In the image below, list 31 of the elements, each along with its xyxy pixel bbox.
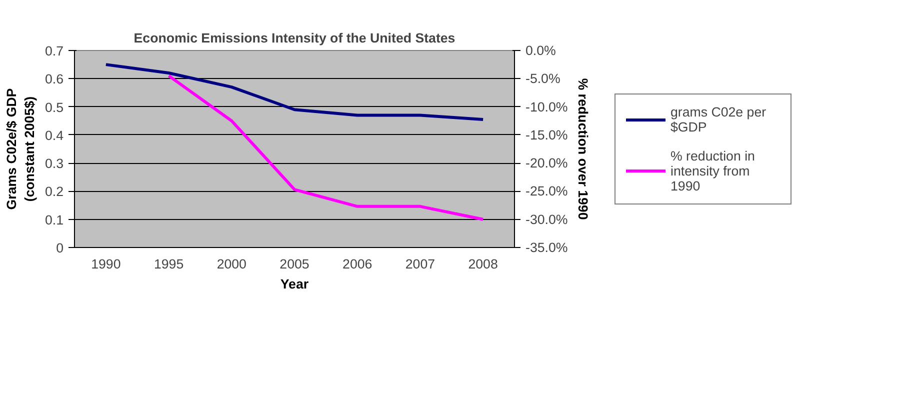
y2-tick-label: -15.0%	[526, 127, 568, 142]
x-tick-label: 2005	[280, 256, 310, 272]
chart-title: Economic Emissions Intensity of the United States	[134, 30, 456, 46]
y2-tick-label: -35.0%	[526, 240, 568, 255]
y-tick-label: 0.1	[44, 212, 64, 228]
x-tick-label: 1995	[154, 256, 184, 272]
y2-tick-label: -10.0%	[526, 99, 568, 114]
y-tick-label: 0.5	[44, 100, 64, 115]
legend-label: % reduction in intensity from 1990	[670, 148, 756, 193]
x-tick-label: 2006	[342, 256, 372, 272]
y-tick-label: 0.4	[44, 128, 64, 143]
y2-tick-label: -25.0%	[526, 184, 568, 199]
x-tick-label: 2000	[216, 256, 246, 272]
line-series	[104, 63, 485, 121]
y2-tick-label: 0.0%	[526, 43, 556, 58]
y-tick-label: 0.3	[44, 156, 64, 172]
y2-tick-label: -30.0%	[526, 212, 568, 227]
y2-tick-label: -5.0%	[526, 71, 560, 86]
y-tick-label: 0.7	[44, 44, 64, 58]
y-tick-label: 0.6	[44, 72, 64, 87]
line-series	[167, 74, 485, 221]
x-tick-label: 2008	[468, 256, 498, 272]
y-tick-label: 0	[56, 240, 64, 256]
y-axis-title: Grams C02e/$ GDP (constant 2005$)	[4, 88, 37, 210]
legend-label: grams C02e per $GDP	[670, 104, 768, 134]
x-tick-label: 2007	[405, 256, 436, 272]
y-tick-label: 0.2	[44, 184, 64, 200]
y2-axis-title: % reduction over 1990	[576, 78, 591, 220]
y2-tick-label: -20.0%	[526, 156, 568, 171]
x-axis-title: Year	[280, 276, 309, 292]
x-tick-label: 1990	[91, 256, 121, 272]
